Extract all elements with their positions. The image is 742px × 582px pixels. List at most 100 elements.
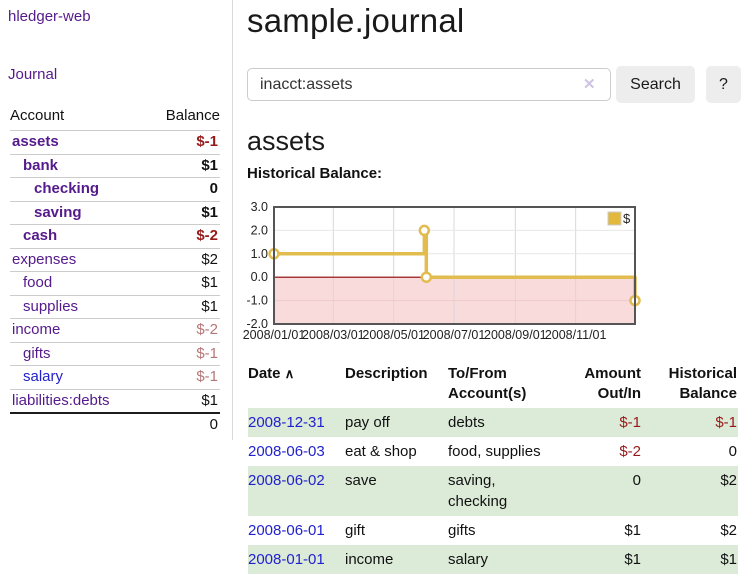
column-header-amount: Amount Out/In (584, 365, 641, 402)
account-link-bank[interactable]: bank (23, 156, 59, 174)
transaction-date-link[interactable]: 2008-06-01 (248, 522, 325, 539)
date-header-label: Date (248, 365, 281, 382)
transaction-row: 2008-01-01 income salary $1 $1 (248, 545, 738, 574)
search-input[interactable] (247, 68, 611, 101)
transactions-header-row: Date ∧ Description To/From Account(s) Am… (248, 362, 738, 408)
chart-xtick-label: 2008/07/01 (423, 328, 486, 342)
account-row-salary: salary $-1 (10, 365, 220, 389)
chart-data-point (418, 224, 431, 237)
transaction-description: eat & shop (345, 443, 417, 460)
transaction-balance: $2 (720, 522, 737, 539)
account-row-liabilities-debts: liabilities:debts $1 (10, 388, 220, 413)
transaction-row: 2008-06-01 gift gifts $1 $2 (248, 516, 738, 545)
account-balance: 0 (209, 180, 218, 197)
account-link-saving[interactable]: saving (34, 203, 82, 221)
account-balance: $-2 (196, 227, 218, 244)
transaction-accounts: food, supplies (448, 443, 541, 460)
transaction-amount: $1 (624, 551, 641, 568)
account-balance: $-2 (196, 321, 218, 338)
clear-search-icon[interactable]: ✕ (583, 76, 596, 93)
chart-xtick-label: 2008/05/01 (362, 328, 425, 342)
chart-ytick-label: 0.0 (251, 270, 268, 284)
chart-data-point (420, 271, 433, 283)
account-total-row: 0 (10, 412, 220, 436)
account-row-checking: checking 0 (10, 177, 220, 201)
account-column-header: Account (10, 107, 65, 124)
transaction-date-link[interactable]: 2008-06-03 (248, 443, 325, 460)
account-balance: $1 (201, 391, 218, 409)
chart-ytick-label: 1.0 (251, 247, 268, 261)
transaction-date-link[interactable]: 2008-12-31 (248, 414, 325, 431)
account-link-checking[interactable]: checking (34, 180, 100, 197)
account-link-expenses[interactable]: expenses (12, 250, 77, 268)
help-button[interactable]: ? (706, 66, 741, 103)
sidebar-item-journal[interactable]: Journal (8, 66, 58, 83)
total-balance: 0 (209, 416, 218, 433)
chart-ytick-label: -1.0 (246, 294, 268, 308)
account-link-supplies[interactable]: supplies (23, 297, 79, 315)
transaction-description: pay off (345, 414, 390, 431)
transaction-amount: $1 (624, 522, 641, 539)
transaction-balance: $-1 (715, 414, 737, 431)
transaction-date-link[interactable]: 2008-01-01 (248, 551, 325, 568)
account-row-cash: cash $-2 (10, 224, 220, 248)
transaction-description: income (345, 551, 394, 568)
account-link-food[interactable]: food (23, 274, 53, 291)
account-row-expenses: expenses $2 (10, 247, 220, 272)
sidebar: hledger-web Journal Account Balance asse… (0, 0, 233, 440)
transactions-table: Date ∧ Description To/From Account(s) Am… (248, 362, 738, 574)
transaction-balance: 0 (728, 443, 737, 460)
account-row-income: income $-2 (10, 318, 220, 342)
balance-column-header: Balance (165, 107, 220, 124)
account-balance: $1 (201, 274, 218, 291)
column-header-date[interactable]: Date ∧ (248, 364, 345, 404)
account-row-bank: bank $1 (10, 153, 220, 178)
account-link-assets[interactable]: assets (12, 133, 59, 150)
account-row-saving: saving $1 (10, 200, 220, 225)
chart-legend-label: $ (623, 211, 631, 226)
account-link-liabilities-debts[interactable]: liabilities:debts (12, 391, 110, 409)
search-button[interactable]: Search (616, 66, 695, 103)
account-row-gifts: gifts $-1 (10, 341, 220, 366)
transaction-date-link[interactable]: 2008-06-02 (248, 472, 325, 489)
account-balance: $1 (201, 297, 218, 315)
chart-xtick-label: 2008/03/01 (302, 328, 365, 342)
historical-balance-chart: 3.0 2.0 1.0 0.0 -1.0 -2.02008/01/012008/03/01… (243, 200, 641, 342)
account-balance: $1 (201, 203, 218, 221)
transaction-accounts: gifts (448, 522, 476, 539)
chart-border (273, 206, 636, 325)
account-link-income[interactable]: income (12, 321, 61, 338)
account-row-food: food $1 (10, 271, 220, 295)
account-balance: $-1 (196, 344, 218, 362)
chart-ytick-label: 3.0 (251, 200, 268, 214)
account-tree: Account Balance assets $-1 bank $1 check… (10, 104, 220, 436)
transaction-amount: 0 (632, 472, 641, 489)
chart-xtick-label: 2008/09/01 (484, 328, 547, 342)
current-account-heading: assets (247, 126, 326, 156)
chart-ytick-label: -2.0 (246, 317, 268, 331)
column-header-balance: Historical Balance (668, 365, 737, 402)
account-balance: $1 (201, 156, 218, 174)
app-brand-link[interactable]: hledger-web (8, 8, 91, 25)
column-header-tofrom: To/From Account(s) (448, 365, 527, 402)
transaction-description: save (345, 472, 377, 489)
transaction-amount: $-2 (619, 443, 641, 460)
transaction-row: 2008-06-02 save saving, checking 0 $2 (248, 466, 738, 516)
chart-title: Historical Balance: (247, 165, 383, 182)
account-link-gifts[interactable]: gifts (23, 344, 51, 362)
chart-xtick-label: 2008/01/01 (243, 328, 306, 342)
account-balance: $-1 (196, 368, 218, 385)
sort-ascending-icon: ∧ (284, 366, 295, 381)
transaction-balance: $1 (720, 551, 737, 568)
chart-xtick-label: 2008/11/01 (545, 328, 607, 342)
transaction-amount: $-1 (619, 414, 641, 431)
transaction-row: 2008-12-31 pay off debts $-1 $-1 (248, 408, 738, 437)
account-link-salary[interactable]: salary (23, 368, 64, 385)
chart-legend-swatch (607, 211, 622, 226)
transaction-row: 2008-06-03 eat & shop food, supplies $-2… (248, 437, 738, 466)
account-row-supplies: supplies $1 (10, 294, 220, 319)
transaction-balance: $2 (720, 472, 737, 489)
account-link-cash[interactable]: cash (23, 227, 58, 244)
account-row-assets: assets $-1 (10, 130, 220, 154)
chart-ytick-label: 2.0 (251, 223, 268, 237)
